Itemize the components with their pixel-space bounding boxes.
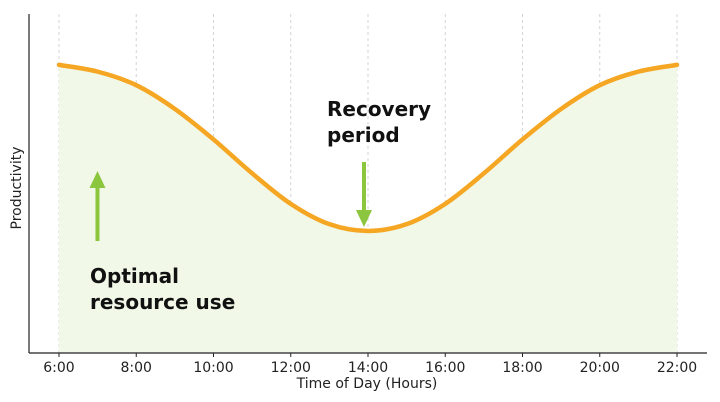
x-axis-label: Time of Day (Hours) xyxy=(296,376,438,392)
x-tick-label: 12:00 xyxy=(271,360,311,376)
x-tick-label: 20:00 xyxy=(580,360,620,376)
x-tick-label: 16:00 xyxy=(425,360,465,376)
optimal-annotation-line: Optimal xyxy=(90,264,179,288)
optimal-annotation-line: resource use xyxy=(90,290,235,314)
down-arrow-icon xyxy=(356,210,372,227)
x-tick-label: 10:00 xyxy=(193,360,233,376)
x-tick-label: 18:00 xyxy=(502,360,542,376)
x-tick-label: 8:00 xyxy=(121,360,152,376)
productivity-line xyxy=(56,62,680,234)
x-tick-label: 22:00 xyxy=(657,360,697,376)
y-axis-label: Productivity xyxy=(9,147,25,230)
x-tick-label: 6:00 xyxy=(43,360,74,376)
recovery-annotation-line: period xyxy=(327,123,400,147)
productivity-area-fill xyxy=(59,64,677,353)
x-tick-label: 14:00 xyxy=(348,360,388,376)
recovery-annotation-line: Recovery xyxy=(327,97,431,121)
up-arrow-icon xyxy=(89,171,106,188)
x-tick-labels: 6:00 8:00 10:00 12:00 14:00 16:00 18:00 20:00 22… xyxy=(43,353,697,376)
